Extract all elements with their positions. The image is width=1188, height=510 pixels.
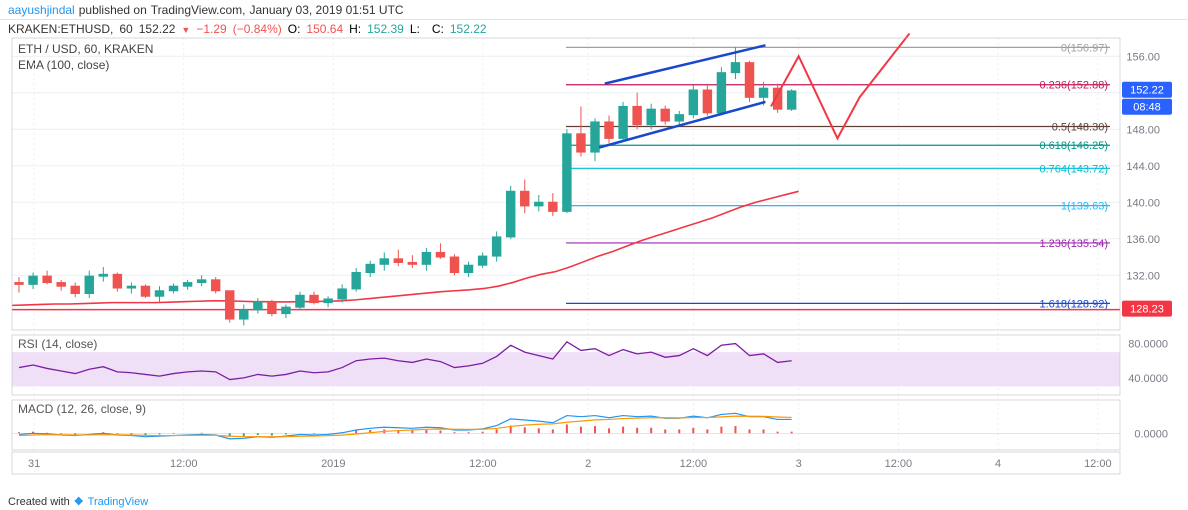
svg-text:2019: 2019 [321,458,345,470]
svg-text:0.764(143.72): 0.764(143.72) [1040,163,1109,175]
tv-brand: TradingView [88,496,149,508]
svg-text:148.00: 148.00 [1126,124,1160,136]
svg-text:0(156.97): 0(156.97) [1061,42,1108,54]
svg-text:136.00: 136.00 [1126,234,1160,246]
svg-text:4: 4 [995,458,1001,470]
svg-text:40.0000: 40.0000 [1128,373,1168,385]
svg-text:1.618(128.92): 1.618(128.92) [1040,298,1109,310]
svg-text:80.0000: 80.0000 [1128,339,1168,351]
svg-text:12:00: 12:00 [170,458,198,470]
svg-text:12:00: 12:00 [469,458,497,470]
tv-logo-icon: ❖ [74,495,84,508]
svg-text:12:00: 12:00 [680,458,708,470]
svg-text:140.00: 140.00 [1126,197,1160,209]
svg-text:128.23: 128.23 [1130,304,1164,316]
svg-text:2: 2 [585,458,591,470]
svg-text:31: 31 [28,458,40,470]
chart-canvas[interactable]: 156.00152.00148.00144.00140.00136.00132.… [0,0,1188,510]
svg-text:08:48: 08:48 [1133,102,1161,114]
svg-text:132.00: 132.00 [1126,270,1160,282]
svg-text:156.00: 156.00 [1126,51,1160,63]
svg-text:1.236(135.54): 1.236(135.54) [1040,238,1109,250]
svg-text:0.5(148.30): 0.5(148.30) [1052,122,1108,134]
svg-text:RSI (14, close): RSI (14, close) [18,337,97,351]
svg-text:12:00: 12:00 [885,458,913,470]
svg-text:0.236(152.88): 0.236(152.88) [1040,80,1109,92]
powered-by: Created with ❖ TradingView [8,495,148,508]
svg-text:144.00: 144.00 [1126,161,1160,173]
svg-text:0.618(146.25): 0.618(146.25) [1040,140,1109,152]
svg-text:0.0000: 0.0000 [1134,428,1168,440]
svg-text:MACD (12, 26, close, 9): MACD (12, 26, close, 9) [18,402,146,416]
svg-text:152.22: 152.22 [1130,85,1164,97]
svg-text:3: 3 [796,458,802,470]
svg-text:1(139.63): 1(139.63) [1061,201,1108,213]
created-txt: Created with [8,496,70,508]
svg-text:12:00: 12:00 [1084,458,1112,470]
